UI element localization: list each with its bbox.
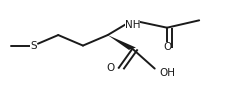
Text: NH: NH bbox=[125, 20, 140, 30]
Text: S: S bbox=[30, 41, 37, 51]
Text: O: O bbox=[107, 63, 115, 73]
Text: O: O bbox=[163, 42, 171, 52]
Polygon shape bbox=[108, 35, 136, 50]
Text: OH: OH bbox=[160, 68, 176, 78]
